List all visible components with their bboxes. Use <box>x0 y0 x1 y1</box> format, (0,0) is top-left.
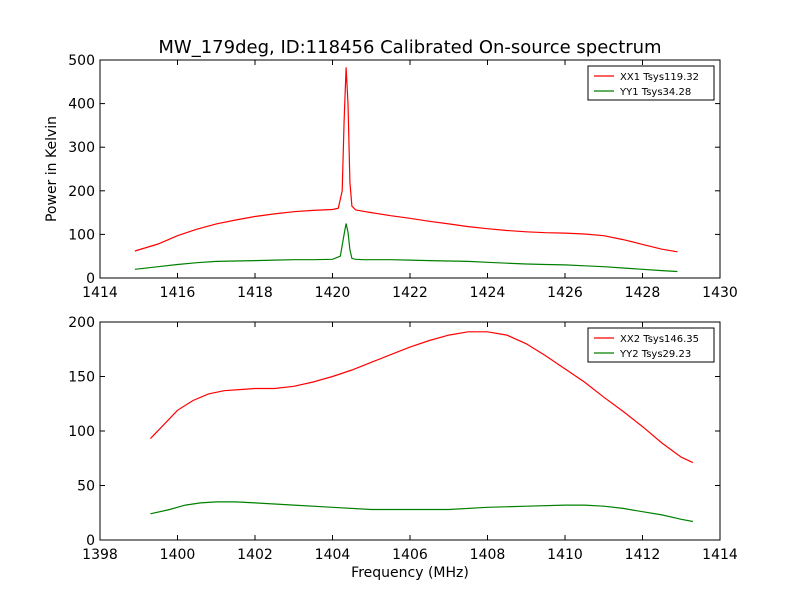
top-panel: 1414 1416 1418 1420 1422 1424 1426 1428 1430 0 100… <box>44 53 738 301</box>
x-tick-label-0-5: 1424 <box>470 285 506 301</box>
y-tick-label-1-2: 100 <box>68 424 95 440</box>
y-tick-label-1-1: 50 <box>77 479 95 495</box>
y-tick-label-1-4: 200 <box>68 315 95 331</box>
y-tick-label-0-0: 0 <box>86 271 95 287</box>
x-tick-label-0-1: 1416 <box>160 285 196 301</box>
x-tick-label-1-5: 1408 <box>470 547 506 563</box>
y-tick-label-0-4: 400 <box>68 97 95 113</box>
bottom-panel: 1398 1400 1402 1404 1406 1408 1410 1412 1414 0 50 1… <box>68 315 738 563</box>
y-tick-label-0-1: 100 <box>68 227 95 243</box>
legend-label-0-0: XX1 Tsys119.32 <box>620 72 699 83</box>
x-tick-label-1-0: 1398 <box>82 547 118 563</box>
y-tick-label-0-5: 500 <box>68 53 95 69</box>
legend-box-0 <box>587 65 715 101</box>
x-tick-label-1-4: 1406 <box>392 547 428 563</box>
x-tick-label-1-1: 1400 <box>160 547 196 563</box>
y-tick-label-1-0: 0 <box>86 533 95 549</box>
legend-label-1-1: YY2 Tsys29.23 <box>619 349 691 360</box>
series-line-0-0 <box>134 67 678 253</box>
y-tick-label-1-3: 150 <box>68 370 95 386</box>
x-tick-label-1-7: 1412 <box>625 547 661 563</box>
x-tick-label-0-6: 1426 <box>547 285 583 301</box>
x-axis-label: Frequency (MHz) <box>351 565 469 581</box>
series-line-1-0 <box>149 331 694 464</box>
series-line-0-1 <box>134 223 678 273</box>
x-tick-label-0-8: 1430 <box>702 285 738 301</box>
y-axis-label-0: Power in Kelvin <box>44 116 60 222</box>
x-tick-label-0-0: 1414 <box>82 285 118 301</box>
x-tick-label-0-4: 1422 <box>392 285 428 301</box>
x-tick-label-1-8: 1414 <box>702 547 738 563</box>
x-tick-label-1-6: 1410 <box>547 547 583 563</box>
x-tick-label-1-3: 1404 <box>315 547 351 563</box>
y-tick-label-0-3: 300 <box>68 140 95 156</box>
y-tick-label-0-2: 200 <box>68 184 95 200</box>
x-tick-label-0-3: 1420 <box>315 285 351 301</box>
figure-title: MW_179deg, ID:118456 Calibrated On-sourc… <box>158 37 661 58</box>
legend-label-0-1: YY1 Tsys34.28 <box>619 87 691 98</box>
x-tick-label-0-2: 1418 <box>237 285 273 301</box>
series-line-1-1 <box>150 501 694 523</box>
x-tick-label-1-2: 1402 <box>237 547 273 563</box>
legend-label-1-0: XX2 Tsys146.35 <box>620 334 699 345</box>
x-tick-label-0-7: 1428 <box>625 285 661 301</box>
legend-box-1 <box>587 327 715 363</box>
